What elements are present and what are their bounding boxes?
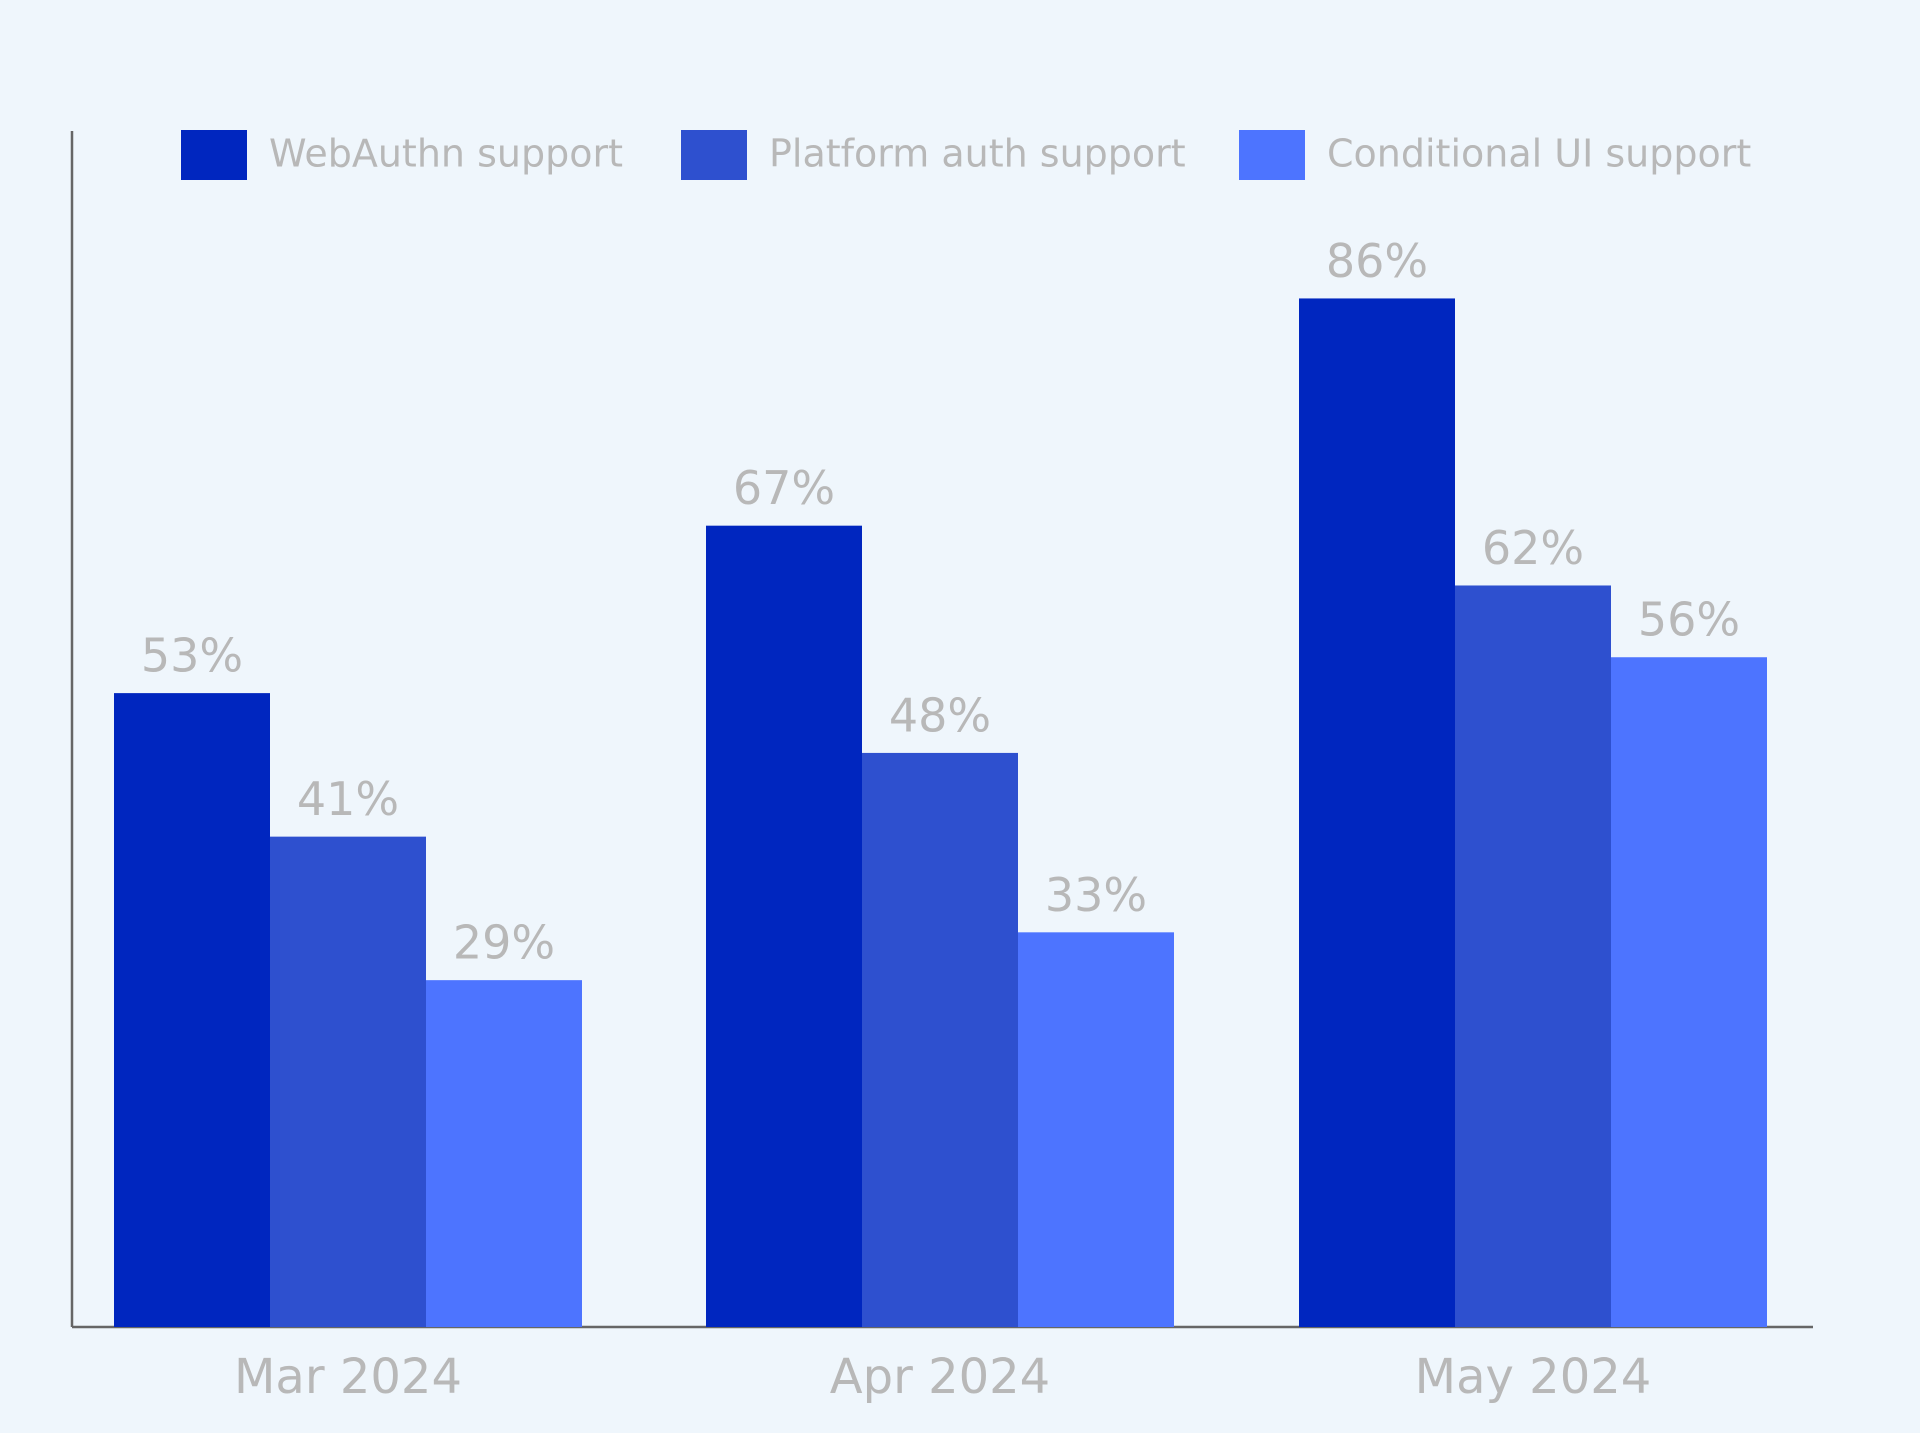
legend-swatch [681,130,747,180]
value-label: 86% [1326,234,1428,288]
bar [862,752,1018,1327]
value-label: 62% [1482,521,1584,575]
bar [270,836,426,1327]
bar [426,980,582,1327]
x-tick-label: Mar 2024 [234,1349,462,1405]
bar [1018,932,1174,1327]
bar [706,525,862,1327]
value-label: 29% [453,916,555,970]
bar [114,693,270,1327]
x-tick-label: Apr 2024 [830,1349,1050,1405]
value-label: 56% [1638,593,1740,647]
value-label: 53% [141,629,243,683]
bar [1455,585,1611,1327]
bar [1611,657,1767,1327]
bar [1299,298,1455,1328]
value-label: 48% [889,688,991,742]
value-label: 33% [1045,868,1147,922]
legend-label: Conditional UI support [1327,132,1751,176]
value-label: 67% [733,461,835,515]
x-tick-label: May 2024 [1415,1349,1652,1405]
legend-swatch [181,130,247,180]
legend-label: WebAuthn support [269,132,623,176]
value-label: 41% [297,772,399,826]
legend-swatch [1239,130,1305,180]
legend-label: Platform auth support [769,132,1186,176]
